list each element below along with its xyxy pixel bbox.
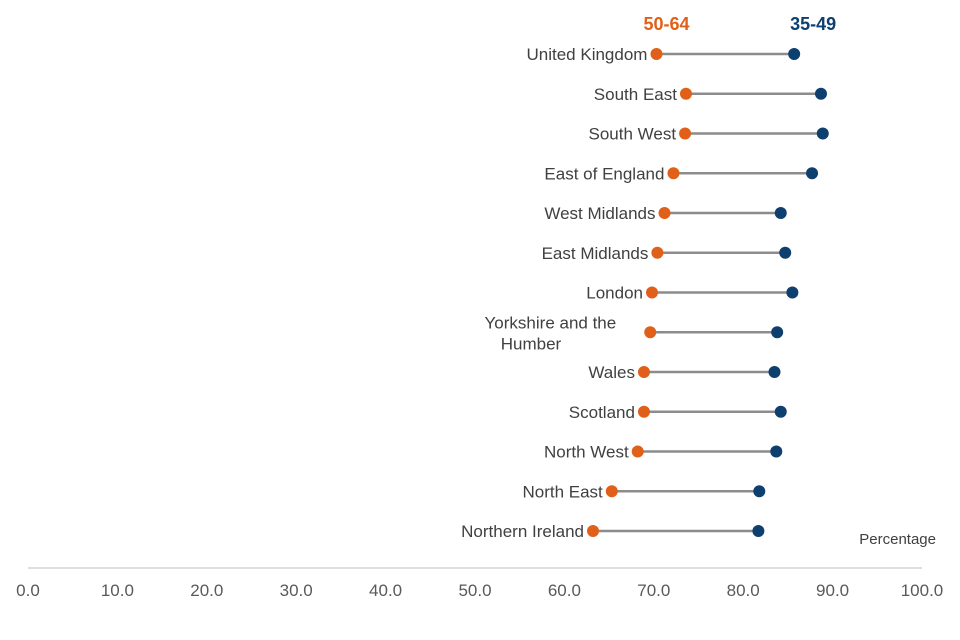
x-tick-label: 100.0 [901, 581, 944, 600]
x-tick-label: 60.0 [548, 581, 581, 600]
x-tick-label: 80.0 [727, 581, 760, 600]
category-label-wales: Wales [588, 363, 635, 382]
dot-35-49-united-kingdom [788, 48, 801, 60]
dot-50-64-london [646, 286, 659, 299]
category-label-south-east: South East [594, 85, 677, 104]
category-label-south-west: South West [589, 125, 677, 144]
x-axis-tick-labels: 0.0 10.0 20.0 30.0 40.0 50.0 60.0 70.0 80.0 90.0 1… [16, 581, 943, 600]
dot-35-49-london [786, 286, 799, 299]
x-tick-label: 50.0 [458, 581, 491, 600]
category-labels: United Kingdom South East South West East o… [461, 45, 677, 541]
dot-50-64-wales [637, 366, 650, 378]
x-tick-label: 10.0 [101, 581, 134, 600]
category-label-north-east: North East [522, 482, 603, 501]
category-label-scotland: Scotland [569, 403, 635, 422]
category-label-north-west: North West [544, 443, 629, 462]
dot-50-64-north-west [631, 445, 644, 458]
legend: 50-64 35-49 [643, 14, 836, 34]
dot-50-64-south-east [679, 87, 692, 100]
category-label-london: London [586, 284, 643, 303]
dot-35-49-northern-ireland [752, 525, 765, 537]
x-tick-label: 30.0 [280, 581, 313, 600]
dot-35-49-north-east [753, 485, 766, 498]
dot-35-49-west-midlands [774, 207, 787, 219]
dot-50-64-scotland [637, 405, 650, 418]
dot-50-64-yorkshire-and-the-humber [644, 326, 657, 339]
connector-lines [593, 52, 823, 533]
x-tick-label: 70.0 [637, 581, 670, 600]
category-label-yorkshire-and-the-humber: Yorkshire and the Humber [485, 313, 617, 353]
category-label-east-midlands: East Midlands [542, 244, 649, 263]
x-tick-label: 0.0 [16, 581, 40, 600]
dot-35-49-south-west [816, 127, 829, 140]
category-label-northern-ireland: Northern Ireland [461, 522, 584, 541]
category-label-west-midlands: West Midlands [544, 204, 655, 223]
dot-35-49-east-midlands [779, 246, 792, 259]
dot-35-49-wales [768, 366, 781, 378]
dot-50-64-south-west [679, 127, 692, 140]
x-axis-title: Percentage [859, 531, 936, 548]
category-label-united-kingdom: United Kingdom [527, 45, 648, 64]
dot-35-49-yorkshire-and-the-humber [771, 326, 784, 339]
x-tick-label: 40.0 [369, 581, 402, 600]
dot-50-64-east-midlands [651, 246, 664, 259]
dot-50-64-north-east [605, 485, 618, 498]
category-label-east-of-england: East of England [544, 164, 664, 183]
dot-50-64-west-midlands [658, 207, 671, 219]
dot-35-49-scotland [774, 405, 787, 418]
dot-50-64-east-of-england [667, 167, 680, 180]
dot-35-49-east-of-england [806, 167, 819, 180]
data-points [587, 48, 829, 537]
dot-50-64-northern-ireland [587, 525, 600, 537]
legend-label-35-49: 35-49 [790, 14, 836, 34]
x-tick-label: 20.0 [190, 581, 223, 600]
dot-50-64-united-kingdom [650, 48, 663, 60]
dot-35-49-south-east [814, 87, 827, 100]
legend-label-50-64: 50-64 [643, 14, 689, 34]
x-tick-label: 90.0 [816, 581, 849, 600]
dot-35-49-north-west [770, 445, 783, 458]
